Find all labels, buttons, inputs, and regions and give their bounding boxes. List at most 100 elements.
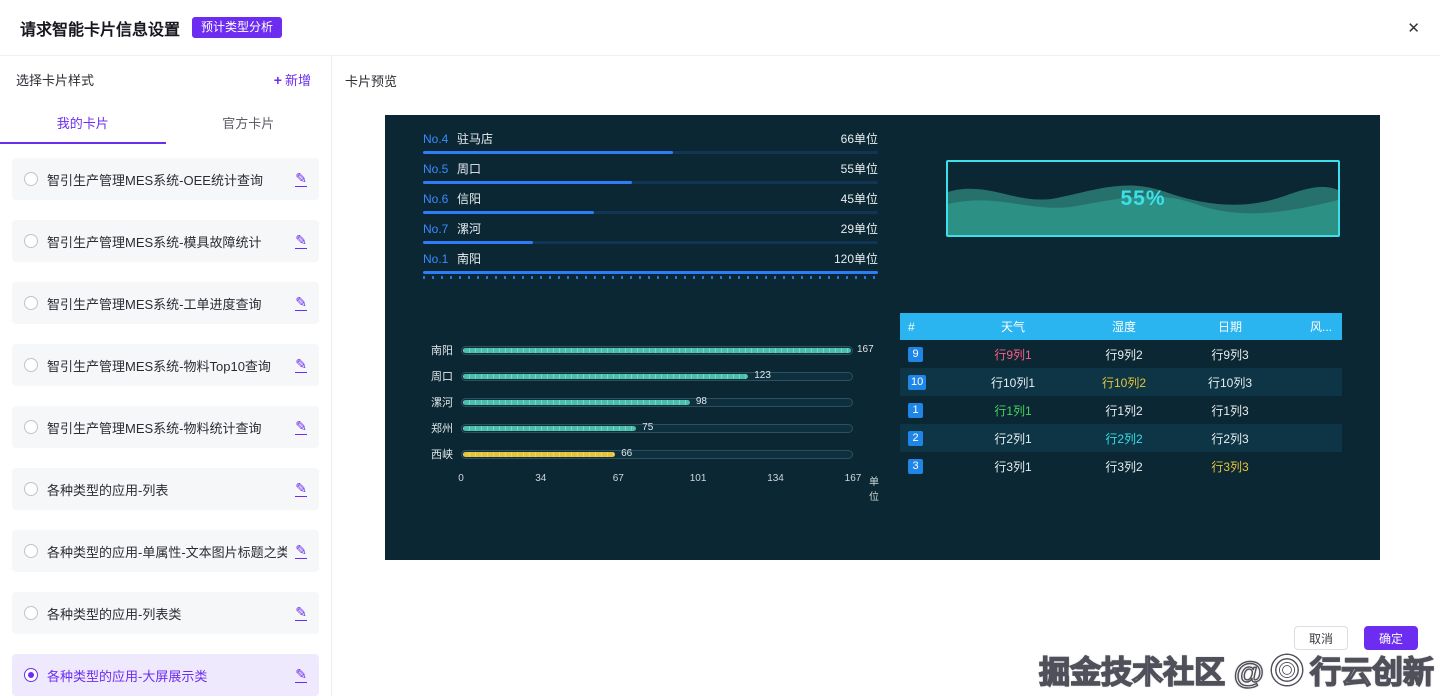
table-index-cell: 1 xyxy=(900,402,938,418)
radio-icon[interactable] xyxy=(24,358,38,372)
table-cell: 行3列3 xyxy=(1211,459,1249,474)
bar-track: 123 xyxy=(461,370,853,381)
axis-tick: 167 xyxy=(844,473,862,484)
x-axis-ticks: 单位 0 34 67 101 134 167 xyxy=(458,473,879,503)
bar-fill xyxy=(463,373,749,379)
axis-tick: 101 xyxy=(689,473,707,484)
card-style-label: 各种类型的应用-单属性-文本图片标题之类 xyxy=(47,544,288,560)
table-index-cell: 2 xyxy=(900,430,938,446)
card-style-label: 各种类型的应用-列表 xyxy=(47,482,169,498)
bar-category-label: 漯河 xyxy=(431,397,453,409)
footer-actions: 取消 确定 xyxy=(1293,626,1418,650)
card-style-option[interactable]: 智引生产管理MES系统-工单进度查询 ✎ xyxy=(12,282,319,324)
table-index-cell: 10 xyxy=(900,374,938,390)
dialog-title: 请求智能卡片信息设置 xyxy=(20,21,181,39)
card-style-option[interactable]: 智引生产管理MES系统-模具故障统计 ✎ xyxy=(12,220,319,262)
card-style-option[interactable]: 智引生产管理MES系统-物料Top10查询 ✎ xyxy=(12,344,319,386)
cancel-button[interactable]: 取消 xyxy=(1293,626,1348,650)
edit-pencil-icon[interactable]: ✎ xyxy=(295,356,307,373)
type-analysis-badge: 预计类型分析 xyxy=(192,17,283,38)
table-row: 3 行3列1 行3列2 行3列3 xyxy=(900,452,1342,480)
bar-fill xyxy=(463,425,637,431)
radio-icon[interactable] xyxy=(24,544,38,558)
axis-tick: 34 xyxy=(535,473,547,484)
table-header-cell: 湿度 xyxy=(1111,320,1136,334)
bar-value-label: 98 xyxy=(695,395,707,407)
ranking-row: No.1 南阳 120单位 xyxy=(423,251,878,279)
confirm-button[interactable]: 确定 xyxy=(1363,626,1418,650)
bar-value-label: 75 xyxy=(642,421,654,433)
edit-pencil-icon[interactable]: ✎ xyxy=(295,604,307,621)
edit-pencil-icon[interactable]: ✎ xyxy=(295,232,307,249)
card-style-option[interactable]: 各种类型的应用-大屏展示类 ✎ xyxy=(12,654,319,696)
edit-pencil-icon[interactable]: ✎ xyxy=(295,294,307,311)
table-header-row: # 天气 湿度 日期 风... xyxy=(900,313,1342,340)
card-style-option[interactable]: 智引生产管理MES系统-OEE统计查询 ✎ xyxy=(12,158,319,200)
ranking-row-line: No.1 南阳 120单位 xyxy=(423,251,878,267)
card-style-list: 智引生产管理MES系统-OEE统计查询 ✎ 智引生产管理MES系统-模具故障统计 ✎ 智… xyxy=(0,144,331,696)
radio-icon[interactable] xyxy=(24,420,38,434)
rank-bar-track xyxy=(423,151,878,154)
bar-row: 周口 123 xyxy=(423,363,873,389)
rank-city-name: 信阳 xyxy=(457,192,482,206)
tab-my-cards[interactable]: 我的卡片 xyxy=(0,105,166,144)
bar-category-label: 郑州 xyxy=(431,423,453,435)
bar-category-label: 周口 xyxy=(431,371,453,383)
radio-icon[interactable] xyxy=(24,606,38,620)
table-row: 1 行1列1 行1列2 行1列3 xyxy=(900,396,1342,424)
axis-unit-label: 单位 xyxy=(869,477,879,503)
radio-icon[interactable] xyxy=(24,234,38,248)
card-style-sidebar: 选择卡片样式 + 新增 我的卡片 官方卡片 智引生产管理MES系统-OEE统计查… xyxy=(0,56,332,696)
card-style-option[interactable]: 各种类型的应用-单属性-文本图片标题之类 ✎ xyxy=(12,530,319,572)
radio-icon[interactable] xyxy=(24,172,38,186)
card-style-option[interactable]: 智引生产管理MES系统-物料统计查询 ✎ xyxy=(12,406,319,448)
bar-fill xyxy=(463,399,690,405)
bar-category-label: 南阳 xyxy=(431,345,453,357)
edit-pencil-icon[interactable]: ✎ xyxy=(295,666,307,683)
tab-official-cards[interactable]: 官方卡片 xyxy=(222,116,275,131)
table-cell: 行3列1 xyxy=(994,459,1032,474)
edit-pencil-icon[interactable]: ✎ xyxy=(295,170,307,187)
ranking-row-line: No.6 信阳 45单位 xyxy=(423,191,878,207)
watermark: 掘金技术社区 @ 行云创新 xyxy=(1038,647,1434,692)
rank-bar-fill xyxy=(423,151,674,154)
bar-value-label: 167 xyxy=(857,343,874,355)
rank-number: No.7 xyxy=(423,221,449,236)
rank-value: 66单位 xyxy=(840,132,878,146)
card-style-label: 各种类型的应用-列表类 xyxy=(47,606,182,622)
ranking-row: No.4 驻马店 66单位 xyxy=(423,131,878,154)
ranking-row-line: No.4 驻马店 66单位 xyxy=(423,131,878,147)
add-card-button[interactable]: + 新增 xyxy=(274,70,311,89)
rank-value: 29单位 xyxy=(840,222,878,236)
radio-icon[interactable] xyxy=(24,482,38,496)
radio-icon[interactable] xyxy=(24,296,38,310)
close-icon[interactable]: ✕ xyxy=(1407,19,1420,37)
card-style-option[interactable]: 各种类型的应用-列表 ✎ xyxy=(12,468,319,510)
bar-fill xyxy=(463,347,851,353)
rank-value: 45单位 xyxy=(840,192,878,206)
edit-pencil-icon[interactable]: ✎ xyxy=(295,542,307,559)
horizontal-bar-chart: 南阳 167 周口 123 漯河 98 郑州 75 西峡 66 单位 0 34 67 101 134 167 xyxy=(423,337,879,504)
bar-track: 98 xyxy=(461,395,853,407)
rank-bar-track xyxy=(423,241,878,244)
plus-icon: + xyxy=(273,71,282,88)
table-row: 10 行10列1 行10列2 行10列3 xyxy=(900,368,1342,396)
row-index-badge: 1 xyxy=(908,403,923,418)
sidebar-title: 选择卡片样式 xyxy=(16,73,95,88)
weather-table: # 天气 湿度 日期 风... 9 行9列1 行9列2 行9列3 10 行10列1 行10列2 行10… xyxy=(900,313,1342,480)
table-cell: 行9列1 xyxy=(994,347,1032,362)
rank-bar-fill xyxy=(423,181,632,184)
watermark-text-left: 掘金技术社区 @ xyxy=(1038,654,1264,690)
table-row: 2 行2列1 行2列2 行2列3 xyxy=(900,424,1342,452)
table-header-cell: 风... xyxy=(1309,320,1332,334)
axis-tick: 67 xyxy=(612,473,624,484)
bar-category-label: 西峡 xyxy=(431,449,453,461)
edit-pencil-icon[interactable]: ✎ xyxy=(295,418,307,435)
table-cell: 行1列1 xyxy=(994,403,1032,418)
bar-fill xyxy=(463,451,616,457)
edit-pencil-icon[interactable]: ✎ xyxy=(295,480,307,497)
bar-value-label: 66 xyxy=(621,447,633,459)
card-style-option[interactable]: 各种类型的应用-列表类 ✎ xyxy=(12,592,319,634)
radio-icon[interactable] xyxy=(24,668,38,682)
table-cell: 行1列2 xyxy=(1105,403,1143,418)
